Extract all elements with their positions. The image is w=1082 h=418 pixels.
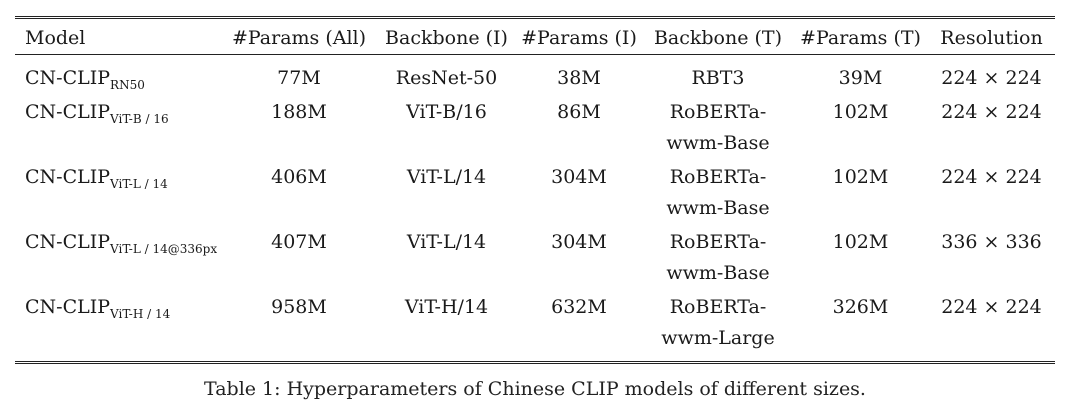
backbone-text-line: wwm-Base (666, 132, 770, 154)
header-row: Model #Params (All) Backbone (I) #Params… (15, 17, 1055, 55)
params-image-cell: 632M (551, 296, 607, 318)
table-body: CN-CLIPRN50 77M ResNet-50 38M RBT3 39M 2… (15, 55, 1055, 363)
backbone-text-cell: RoBERTa-wwm-Large (643, 289, 793, 363)
header-backbone-text: Backbone (T) (653, 27, 783, 49)
backbone-image-cell: ViT-B/16 (406, 101, 487, 123)
resolution-cell: 224 × 224 (941, 67, 1042, 89)
params-image-cell: 304M (551, 231, 607, 253)
backbone-text-cell: RoBERTa-wwm-Base (643, 224, 793, 289)
resolution-cell: 224 × 224 (941, 101, 1042, 123)
backbone-text-line: wwm-Large (661, 327, 775, 349)
backbone-text-cell: RBT3 (643, 55, 793, 95)
model-name: CN-CLIP (25, 231, 111, 253)
backbone-text-line: RoBERTa- (669, 231, 767, 253)
backbone-text-line: wwm-Base (666, 197, 770, 219)
params-image-cell: 304M (551, 166, 607, 188)
params-all-cell: 958M (271, 296, 327, 318)
table-row: CN-CLIPViT-L / 14 406M ViT-L/14 304M RoB… (15, 159, 1055, 224)
backbone-text-line: wwm-Base (666, 262, 770, 284)
model-cell: CN-CLIPRN50 (15, 55, 220, 95)
header-model: Model (25, 27, 86, 49)
params-all-cell: 188M (271, 101, 327, 123)
table-row: CN-CLIPRN50 77M ResNet-50 38M RBT3 39M 2… (15, 55, 1055, 95)
resolution-cell: 336 × 336 (941, 231, 1042, 253)
params-text-cell: 39M (838, 67, 883, 89)
params-all-cell: 77M (277, 67, 321, 89)
model-cell: CN-CLIPViT-L / 14@336px (15, 224, 220, 289)
params-all-cell: 407M (271, 231, 327, 253)
params-text-cell: 102M (832, 231, 889, 253)
model-name: CN-CLIP (25, 296, 111, 318)
model-variant: ViT-B / 16 (110, 112, 169, 126)
backbone-text-line: RoBERTa- (669, 101, 767, 123)
backbone-image-cell: ViT-L/14 (406, 166, 487, 188)
backbone-image-cell: ResNet-50 (395, 67, 498, 89)
model-name: CN-CLIP (25, 166, 111, 188)
backbone-text-cell: RoBERTa-wwm-Base (643, 94, 793, 159)
hyperparameter-table: Model #Params (All) Backbone (I) #Params… (15, 16, 1055, 364)
table-row: CN-CLIPViT-B / 16 188M ViT-B/16 86M RoBE… (15, 94, 1055, 159)
params-text-cell: 326M (832, 296, 889, 318)
table-row: CN-CLIPViT-L / 14@336px 407M ViT-L/14 30… (15, 224, 1055, 289)
model-variant: RN50 (110, 78, 145, 92)
params-image-cell: 38M (557, 67, 601, 89)
params-image-cell: 86M (557, 101, 601, 123)
model-variant: ViT-L / 14@336px (110, 242, 218, 256)
header-params-image: #Params (I) (521, 27, 637, 49)
model-name: CN-CLIP (25, 67, 111, 89)
header-resolution: Resolution (940, 27, 1043, 49)
backbone-text-cell: RoBERTa-wwm-Base (643, 159, 793, 224)
table-row: CN-CLIPViT-H / 14 958M ViT-H/14 632M RoB… (15, 289, 1055, 363)
model-cell: CN-CLIPViT-H / 14 (15, 289, 220, 363)
header-params-all: #Params (All) (231, 27, 367, 49)
params-text-cell: 102M (832, 166, 889, 188)
backbone-image-cell: ViT-L/14 (406, 231, 487, 253)
backbone-text-line: RoBERTa- (669, 296, 767, 318)
model-name: CN-CLIP (25, 101, 111, 123)
resolution-cell: 224 × 224 (941, 296, 1042, 318)
model-cell: CN-CLIPViT-L / 14 (15, 159, 220, 224)
params-all-cell: 406M (271, 166, 327, 188)
resolution-cell: 224 × 224 (941, 166, 1042, 188)
table-caption: Table 1: Hyperparameters of Chinese CLIP… (204, 378, 866, 400)
header-params-text: #Params (T) (800, 27, 921, 49)
backbone-image-cell: ViT-H/14 (404, 296, 489, 318)
table-header: Model #Params (All) Backbone (I) #Params… (15, 17, 1055, 55)
backbone-text-line: RBT3 (691, 67, 745, 89)
model-variant: ViT-L / 14 (110, 177, 168, 191)
backbone-text-line: RoBERTa- (669, 166, 767, 188)
header-backbone-image: Backbone (I) (385, 27, 508, 49)
params-text-cell: 102M (832, 101, 889, 123)
model-cell: CN-CLIPViT-B / 16 (15, 94, 220, 159)
model-variant: ViT-H / 14 (110, 307, 171, 321)
